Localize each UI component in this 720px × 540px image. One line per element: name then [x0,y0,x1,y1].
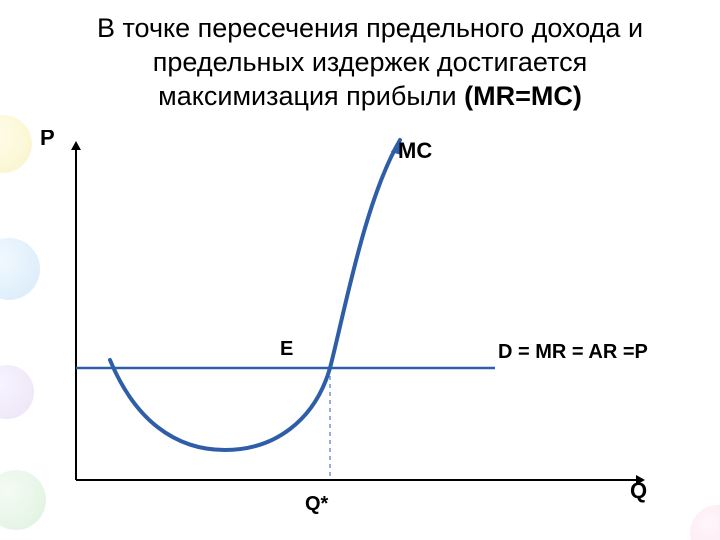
economics-chart: P Q MC E D = MR = AR =P Q* [40,130,680,525]
mc-curve [110,140,400,450]
slide-title: В точке пересечения предельного дохода и… [40,12,700,113]
title-line-3-bold: (MR=MC) [464,81,582,111]
decor-balloon [0,238,40,300]
title-line-3: максимизация прибыли (MR=MC) [40,80,700,114]
title-line-1: В точке пересечения предельного дохода и [40,12,700,46]
decor-balloon [0,365,34,419]
title-line-3-prefix: максимизация прибыли [158,81,464,111]
label-p-axis: P [40,130,55,150]
y-axis-arrow [71,141,81,150]
label-e-point: E [280,338,293,360]
decor-balloon [0,115,32,173]
decor-balloon [690,505,720,540]
chart-container: P Q MC E D = MR = AR =P Q* [40,130,680,525]
label-q-axis: Q [630,478,647,503]
label-q-star: Q* [305,493,329,515]
label-d-mr-ar-p: D = MR = AR =P [498,341,648,363]
label-mc: MC [398,138,432,163]
title-line-2: предельных издержек достигается [40,46,700,80]
